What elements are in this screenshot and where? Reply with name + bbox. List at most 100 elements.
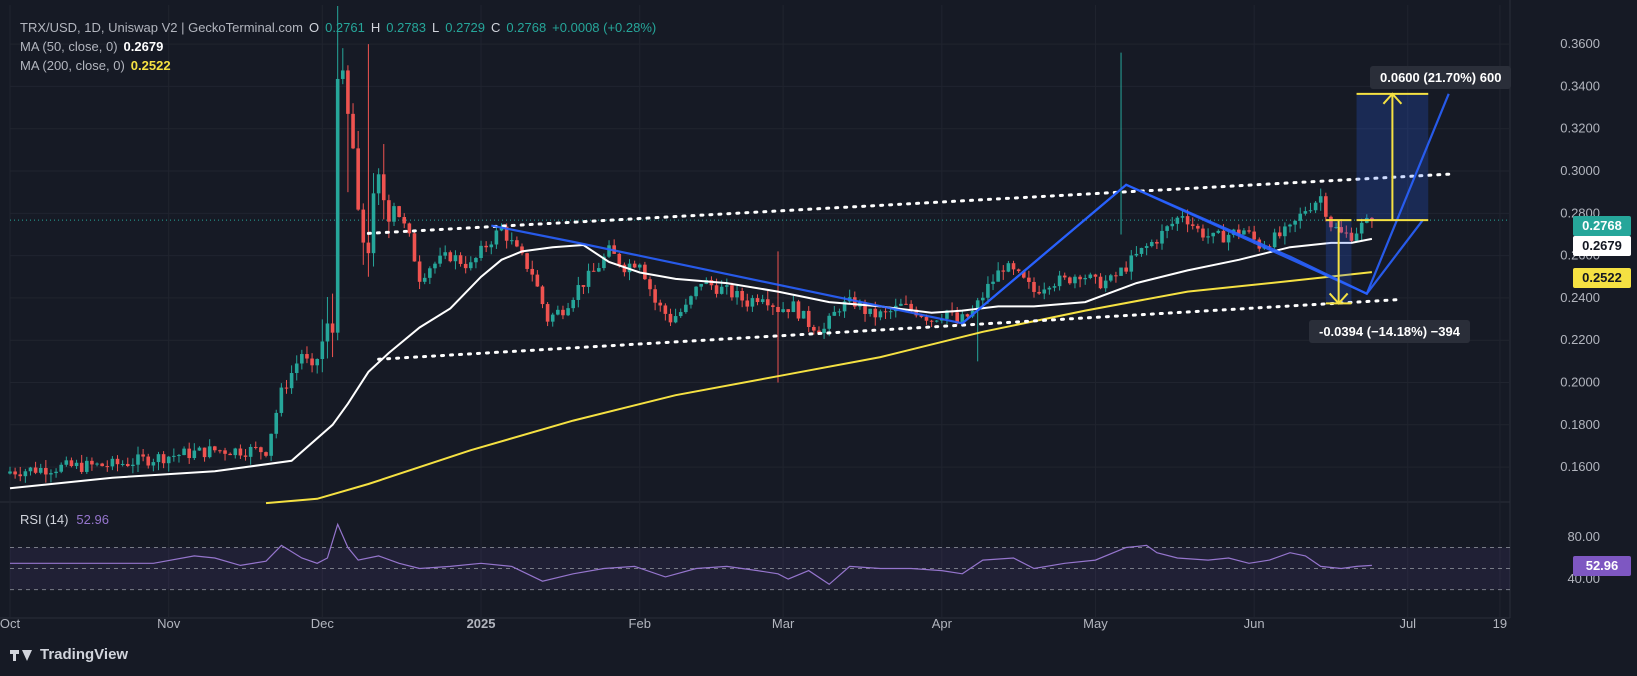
candle-body: [535, 274, 540, 287]
candle-body: [586, 270, 591, 287]
candle-body: [1027, 277, 1031, 282]
rsi-price-tag: 52.96: [1573, 556, 1631, 576]
x-tick-label: May: [1083, 616, 1108, 631]
y-tick-label: 0.3600: [1560, 36, 1600, 51]
measure-up-label: 0.0600 (21.70%) 600: [1370, 66, 1512, 89]
candle-body: [1093, 274, 1098, 277]
candle-body: [207, 446, 212, 458]
candle-body: [310, 358, 314, 366]
candle-body: [105, 466, 110, 468]
last-price-tag: 0.2768: [1573, 216, 1631, 236]
x-tick-label: Nov: [157, 616, 181, 631]
candle-body: [1216, 230, 1221, 233]
candle-body: [1359, 222, 1364, 234]
series-lines: [9, 237, 1510, 591]
candle-body: [228, 453, 232, 456]
candle-body: [981, 297, 985, 301]
candle-body: [243, 455, 248, 457]
candle-body: [166, 456, 171, 464]
candle-body: [817, 330, 821, 334]
candle-body: [1144, 246, 1149, 248]
tradingview-brand[interactable]: TradingView: [10, 646, 128, 663]
x-tick-label: Oct: [0, 616, 20, 631]
high-label: H: [370, 20, 381, 35]
candle-body: [975, 300, 980, 311]
candle-body: [325, 323, 330, 342]
candle-body: [873, 308, 878, 318]
open-label: O: [308, 20, 320, 35]
candle-body: [453, 255, 458, 262]
candle-body: [279, 387, 284, 413]
ma200-label: MA (200, close, 0): [20, 58, 125, 73]
candle-body: [187, 448, 191, 459]
candle-body: [156, 454, 161, 463]
candle-body: [289, 373, 294, 389]
candle-body: [643, 264, 647, 280]
candle-body: [330, 323, 335, 333]
candle-body: [1032, 281, 1036, 292]
candle-body: [1180, 216, 1185, 218]
measure-up-arrowhead: [1382, 92, 1403, 105]
ma200-row[interactable]: MA (200, close, 0) 0.2522: [20, 56, 656, 75]
candle-body: [33, 467, 38, 473]
candle-body: [422, 277, 427, 282]
y-tick-label: 0.1800: [1560, 417, 1600, 432]
candle-body: [945, 310, 949, 319]
candle-body: [750, 298, 755, 307]
candle-body: [653, 289, 657, 303]
candle-body: [74, 462, 79, 467]
y-tick-label: 0.2200: [1560, 332, 1600, 347]
candle-body: [1237, 229, 1241, 235]
candle-body: [1037, 291, 1041, 294]
candle-body: [740, 291, 744, 301]
candle-body: [1001, 270, 1006, 272]
rsi-tick-label: 80.00: [1567, 529, 1600, 544]
ma200-value: 0.2522: [130, 58, 171, 73]
candle-body: [1298, 213, 1303, 221]
candle-body: [929, 320, 934, 322]
candle-body: [69, 460, 74, 467]
y-tick-label: 0.2000: [1560, 375, 1600, 390]
candle-body: [197, 447, 202, 451]
tradingview-logo-icon: [10, 648, 34, 662]
candle-body: [509, 240, 514, 242]
candle-body: [678, 312, 683, 317]
candle-body: [1088, 274, 1093, 279]
candle-body: [525, 253, 529, 269]
candle-body: [924, 316, 929, 321]
x-tick-label: Mar: [772, 616, 795, 631]
candle-body: [1185, 216, 1190, 225]
candle-body: [376, 174, 381, 194]
candle-body: [381, 174, 386, 201]
candle-body: [64, 460, 69, 465]
change-value: +0.0008 (+0.28%): [552, 20, 657, 35]
candle-body: [504, 226, 509, 241]
candle-body: [566, 308, 570, 316]
candle-body: [59, 464, 63, 472]
candle-body: [233, 448, 238, 456]
y-tick-label: 0.1600: [1560, 459, 1600, 474]
candle-body: [315, 358, 319, 366]
candle-body: [264, 452, 268, 456]
rsi-legend[interactable]: RSI (14) 52.96: [20, 512, 109, 527]
candle-body: [335, 78, 340, 333]
candle-body: [1221, 230, 1226, 243]
candle-body: [602, 256, 606, 269]
drawings: [366, 92, 1451, 361]
ma50-row[interactable]: MA (50, close, 0) 0.2679: [20, 37, 656, 56]
symbol-title: TRX/USD, 1D, Uniswap V2 | GeckoTerminal.…: [20, 20, 303, 35]
candle-body: [136, 454, 140, 465]
candle-body: [1149, 241, 1154, 247]
candle-body: [668, 313, 673, 323]
candle-body: [392, 206, 396, 222]
y-tick-label: 0.3400: [1560, 78, 1600, 93]
candle-body: [1226, 234, 1231, 243]
candle-body: [515, 240, 519, 247]
candle-body: [85, 460, 89, 472]
candle-body: [878, 311, 883, 318]
candle-body: [1021, 271, 1026, 278]
candle-body: [407, 223, 412, 234]
candle-body: [438, 255, 442, 264]
y-tick-label: 0.3000: [1560, 163, 1600, 178]
candle-body: [172, 455, 176, 457]
